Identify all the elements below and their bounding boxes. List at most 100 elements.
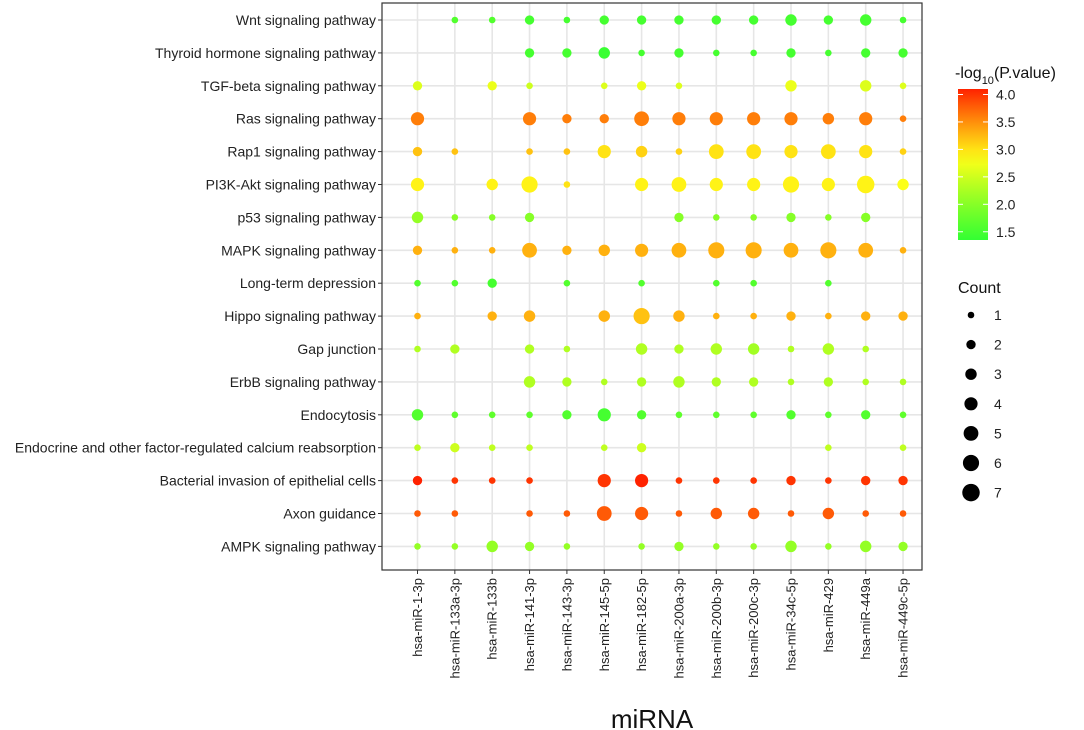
size-legend: Count 1 2 3 4 5 6 7 [958,280,1002,502]
data-point [899,82,907,90]
data-point [524,344,535,354]
y-axis-tick-label: Wnt signaling pathway [236,12,376,28]
data-point [674,344,684,354]
data-point [410,177,425,192]
data-point [861,48,871,58]
x-axis-tick-label: hsa-miR-200a-3p [671,578,686,678]
data-point [598,47,610,59]
x-axis-tick-label: hsa-miR-449c-5p [896,578,911,678]
data-point [708,144,724,159]
color-legend-title: -log10(P.value) [955,65,1056,87]
data-point [562,114,572,124]
data-point [673,376,685,388]
data-point [488,247,496,254]
data-point [563,510,571,517]
y-axis-tick-label: Thyroid hormone signaling pathway [155,45,376,61]
size-legend-label: 1 [994,307,1002,323]
data-point [822,507,835,520]
data-point [713,543,720,550]
data-point [674,48,684,58]
data-point [713,279,720,287]
data-point [672,112,686,126]
data-point [898,48,908,58]
data-point [859,112,873,126]
color-legend-tick-label: 4.0 [996,86,1016,102]
data-point [488,16,496,24]
data-point [859,540,872,553]
color-legend-tick-label: 2.5 [996,169,1016,185]
data-point [671,177,687,192]
color-legend-tick-label: 2.0 [996,196,1016,212]
data-point [488,477,496,484]
data-point [856,175,875,194]
data-point [636,81,647,91]
data-point [635,506,649,521]
data-point [633,308,650,325]
data-point [562,410,572,420]
data-point [750,477,757,484]
data-point [411,409,424,421]
y-axis-tick-label: ErbB signaling pathway [230,374,376,390]
data-point [711,377,721,387]
data-point [635,474,649,488]
data-point [822,112,835,125]
data-point [675,477,683,484]
data-point [787,345,795,353]
data-point [859,14,872,26]
data-point [486,178,498,191]
data-point [563,345,571,353]
data-point [524,212,535,223]
data-point [861,410,871,420]
data-point [750,214,757,221]
data-point [488,411,496,419]
data-point [825,444,832,452]
data-point [709,112,723,126]
y-axis-tick-label: Endocytosis [301,407,376,423]
y-axis-labels: Wnt signaling pathway Thyroid hormone sig… [15,12,382,554]
x-axis-labels: hsa-miR-1-3p hsa-miR-133a-3p hsa-miR-133b h… [410,570,911,678]
data-point [451,214,459,221]
data-point [675,411,683,419]
data-point [783,242,799,258]
data-point [750,312,757,320]
data-point [488,444,496,452]
data-point [782,176,800,193]
data-point [488,214,496,221]
data-point [638,279,645,287]
color-legend-tick-label: 1.5 [996,224,1016,240]
y-axis-tick-label: Endocrine and other factor-regulated cal… [15,440,376,456]
data-point [635,177,649,192]
data-point [713,312,720,320]
data-point [450,344,460,354]
data-point [526,82,533,90]
data-point [634,111,649,127]
data-point [674,15,684,25]
size-legend-label: 2 [994,337,1002,353]
size-legend-label: 6 [994,455,1002,471]
data-point [748,377,759,387]
y-axis-tick-label: Gap junction [297,341,376,357]
data-point [635,145,648,158]
data-point [785,80,797,92]
data-point [563,543,571,550]
data-point [636,443,647,453]
data-point [598,310,610,322]
data-point [451,16,459,24]
data-point [412,146,423,157]
data-point [711,15,721,25]
data-point [451,510,459,517]
data-point [521,176,538,193]
data-point [562,377,572,387]
size-legend-title: Count [958,280,1001,297]
data-point [599,114,609,124]
y-axis-tick-label: p53 signaling pathway [237,209,376,225]
data-point [898,311,908,321]
data-point [861,212,871,223]
data-point [563,16,571,24]
data-point [825,312,832,320]
data-point [825,477,832,484]
data-point [523,376,536,388]
data-point [599,15,609,25]
color-legend-gradient-bar [958,89,988,240]
size-legend-dot [966,339,976,350]
